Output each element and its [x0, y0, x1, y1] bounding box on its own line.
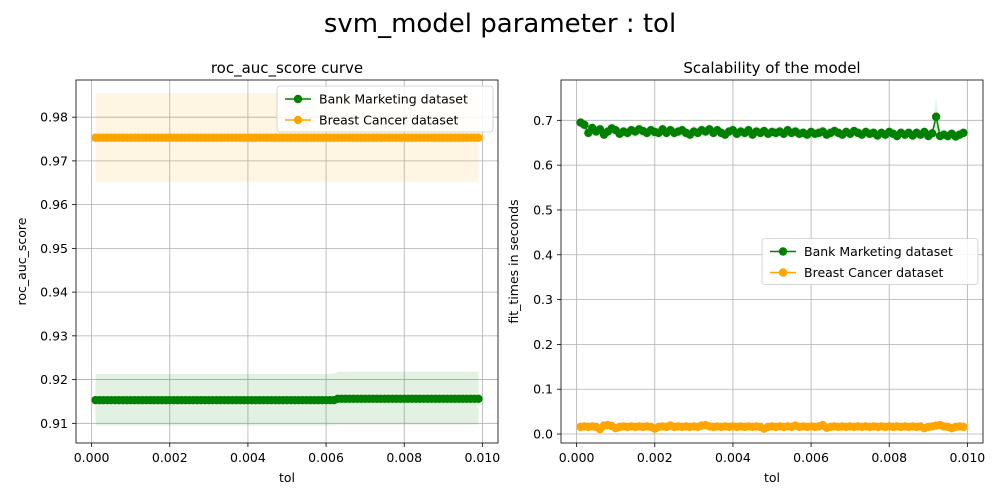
x-tick-label: 0.000: [74, 450, 110, 465]
legend-swatch-marker: [293, 115, 303, 125]
y-tick-label: 0.7: [533, 113, 553, 128]
x-tick-label: 0.006: [793, 450, 829, 465]
x-tick-label: 0.002: [152, 450, 188, 465]
legend-swatch-marker: [778, 247, 788, 256]
y-tick-label: 0.95: [40, 241, 68, 256]
axes-frame: [560, 79, 984, 444]
data-point: [474, 394, 483, 404]
figure-suptitle: svm_model parameter : tol: [324, 9, 676, 39]
data-point: [474, 133, 483, 142]
left-subplot-roc-auc: 0.000 0.002 0.004 0.006 0.008 0.010 0.91 0.92 0.…: [14, 59, 500, 485]
legend-swatch-marker: [778, 268, 788, 277]
legend-box: [761, 238, 979, 285]
y-tick-label: 0.97: [40, 153, 68, 168]
subplot-title: Scalability of the model: [683, 59, 860, 77]
y-tick-label: 0.91: [40, 416, 68, 431]
y-tick-label: 0.96: [40, 197, 68, 212]
x-axis-label: tol: [764, 470, 780, 485]
y-tick-label: 0.3: [533, 292, 553, 307]
y-tick-label: 0.6: [533, 158, 553, 173]
subplot-title: roc_auc_score curve: [211, 59, 363, 78]
y-tick-label: 0.94: [40, 285, 68, 300]
axes-frame: [75, 79, 499, 444]
legend: Bank Marketing dataset Breast Cancer data…: [761, 238, 979, 285]
legend-label: Bank Marketing dataset: [804, 244, 953, 259]
y-tick-label: 0.0: [533, 427, 553, 442]
x-tick-label: 0.008: [386, 450, 422, 465]
x-tick-label: 0.000: [559, 450, 595, 465]
legend-swatch-marker: [293, 94, 303, 104]
x-axis-label: tol: [279, 470, 295, 485]
y-tick-label: 0.2: [533, 337, 553, 352]
x-tick-label: 0.004: [715, 450, 751, 465]
series-markers-bank-marketing: [576, 112, 968, 141]
series-markers-breast-cancer: [91, 133, 483, 142]
data-point: [580, 120, 589, 130]
data-point: [959, 422, 968, 432]
series-markers-bank-marketing: [91, 394, 483, 405]
data-point: [931, 112, 941, 121]
legend-label: Breast Cancer dataset: [319, 113, 459, 128]
x-tick-label: 0.008: [871, 450, 907, 465]
legend: Bank Marketing dataset Breast Cancer data…: [276, 85, 494, 133]
series-markers-breast-cancer: [576, 420, 968, 434]
x-tick-label: 0.010: [949, 450, 985, 465]
x-tick-label: 0.002: [637, 450, 673, 465]
y-tick-label: 0.5: [533, 202, 553, 217]
y-tick-label: 0.1: [533, 382, 553, 397]
x-tick-label: 0.010: [464, 450, 500, 465]
legend-label: Bank Marketing dataset: [319, 92, 468, 107]
y-tick-label: 0.92: [40, 372, 68, 387]
x-tick-label: 0.004: [230, 450, 266, 465]
y-tick-label: 0.93: [40, 328, 68, 343]
legend-box: [276, 85, 494, 133]
data-point: [928, 129, 937, 138]
right-subplot-scalability: 0.000 0.002 0.004 0.006 0.008 0.010 0.0 0.1 0.2 0…: [506, 59, 985, 485]
y-tick-label: 0.98: [40, 110, 68, 125]
x-tick-label: 0.006: [308, 450, 344, 465]
y-axis-label: fit_times in seconds: [506, 199, 521, 323]
y-axis-label: roc_auc_score: [14, 217, 29, 305]
data-point: [959, 128, 968, 138]
y-tick-label: 0.4: [533, 247, 553, 262]
legend-label: Breast Cancer dataset: [804, 265, 944, 280]
